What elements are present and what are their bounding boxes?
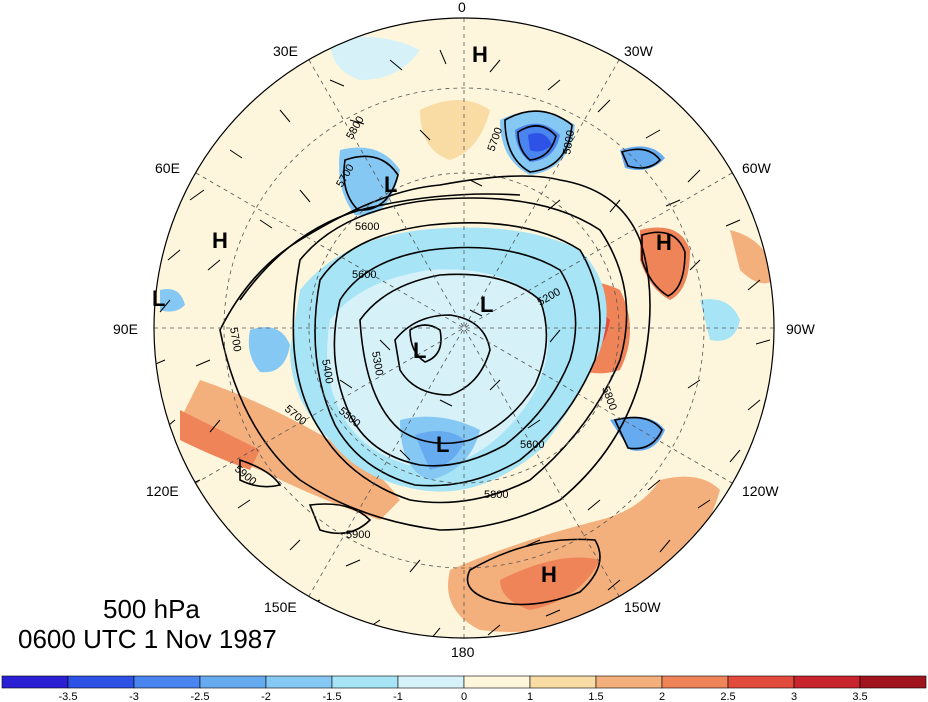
colorbar-tick-label: -3.5 bbox=[59, 691, 78, 702]
longitude-label-180: 180 bbox=[451, 644, 475, 660]
colorbar-swatch bbox=[859, 675, 927, 689]
map-boundary bbox=[153, 17, 775, 639]
colorbar: -3.5 -3 -2.5 -2 -1.5 -1 0 1 1.5 2 2.5 3 3.5 bbox=[1, 675, 927, 702]
longitude-label-30e: 30E bbox=[273, 43, 298, 59]
level-label: 500 hPa bbox=[103, 594, 200, 624]
colorbar-tick-label: 2.5 bbox=[720, 691, 735, 702]
longitude-label-90w: 90W bbox=[786, 321, 816, 337]
colorbar-swatch bbox=[727, 675, 795, 689]
pressure-centers: H H H H L L L L L bbox=[152, 42, 672, 587]
contour-label: 5600 bbox=[355, 221, 379, 233]
colorbar-swatch bbox=[331, 675, 399, 689]
high-pressure-center: H bbox=[656, 230, 672, 255]
anomaly-shading bbox=[154, 18, 774, 638]
colorbar-swatch bbox=[265, 675, 333, 689]
colorbar-swatch bbox=[397, 675, 465, 689]
contour-label: 5300 bbox=[369, 350, 385, 376]
high-pressure-center: H bbox=[472, 42, 488, 67]
longitude-label-60e: 60E bbox=[155, 160, 180, 176]
low-pressure-center: L bbox=[480, 292, 493, 317]
longitude-label-90e: 90E bbox=[113, 321, 138, 337]
contour-label: 5800 bbox=[484, 489, 508, 501]
colorbar-tick-label: -1.5 bbox=[323, 691, 342, 702]
contour-label: 5900 bbox=[346, 529, 370, 541]
longitude-label-150w: 150W bbox=[624, 599, 661, 615]
colorbar-tick-label: 3.5 bbox=[852, 691, 867, 702]
contour-label: 5600 bbox=[520, 439, 544, 451]
contour-label: 5700 bbox=[227, 326, 243, 352]
colorbar-tick-label: -2 bbox=[261, 691, 271, 702]
longitude-label-120e: 120E bbox=[146, 483, 179, 499]
colorbar-tick-label: -2.5 bbox=[191, 691, 210, 702]
map-graticule bbox=[154, 18, 774, 638]
colorbar-tick-label: 2 bbox=[659, 691, 665, 702]
colorbar-swatch bbox=[463, 675, 531, 689]
low-pressure-center: L bbox=[413, 338, 426, 363]
colorbar-swatch bbox=[199, 675, 267, 689]
colorbar-swatch bbox=[793, 675, 861, 689]
colorbar-tick-label: -3 bbox=[129, 691, 139, 702]
colorbar-tick-label: 3 bbox=[791, 691, 797, 702]
colorbar-swatch bbox=[133, 675, 201, 689]
colorbar-swatch bbox=[67, 675, 135, 689]
time-label: 0600 UTC 1 Nov 1987 bbox=[18, 624, 277, 654]
colorbar-swatch bbox=[661, 675, 729, 689]
colorbar-tick-label: 1.5 bbox=[588, 691, 603, 702]
low-pressure-center: L bbox=[436, 432, 449, 457]
high-pressure-center: H bbox=[541, 562, 557, 587]
colorbar-tick-label: -1 bbox=[393, 691, 403, 702]
longitude-label-0: 0 bbox=[458, 0, 466, 15]
contour-label: 5400 bbox=[319, 358, 335, 384]
longitude-label-150e: 150E bbox=[264, 599, 297, 615]
longitude-label-120w: 120W bbox=[742, 483, 779, 499]
colorbar-tick-label: 1 bbox=[527, 691, 533, 702]
colorbar-swatch bbox=[595, 675, 663, 689]
longitude-label-60w: 60W bbox=[742, 160, 772, 176]
contour-label: 5800 bbox=[561, 129, 577, 155]
contour-label: 5600 bbox=[352, 269, 376, 281]
colorbar-swatch bbox=[529, 675, 597, 689]
colorbar-swatch bbox=[1, 675, 69, 689]
high-pressure-center: H bbox=[212, 228, 228, 253]
low-pressure-center: L bbox=[152, 286, 165, 311]
longitude-labels: 0 30W 60W 90W 120W 150W 180 150E 120E 90… bbox=[113, 0, 816, 660]
longitude-label-30w: 30W bbox=[624, 43, 654, 59]
low-pressure-center: L bbox=[384, 172, 397, 197]
colorbar-tick-label: 0 bbox=[461, 691, 467, 702]
height-contours bbox=[219, 110, 686, 606]
